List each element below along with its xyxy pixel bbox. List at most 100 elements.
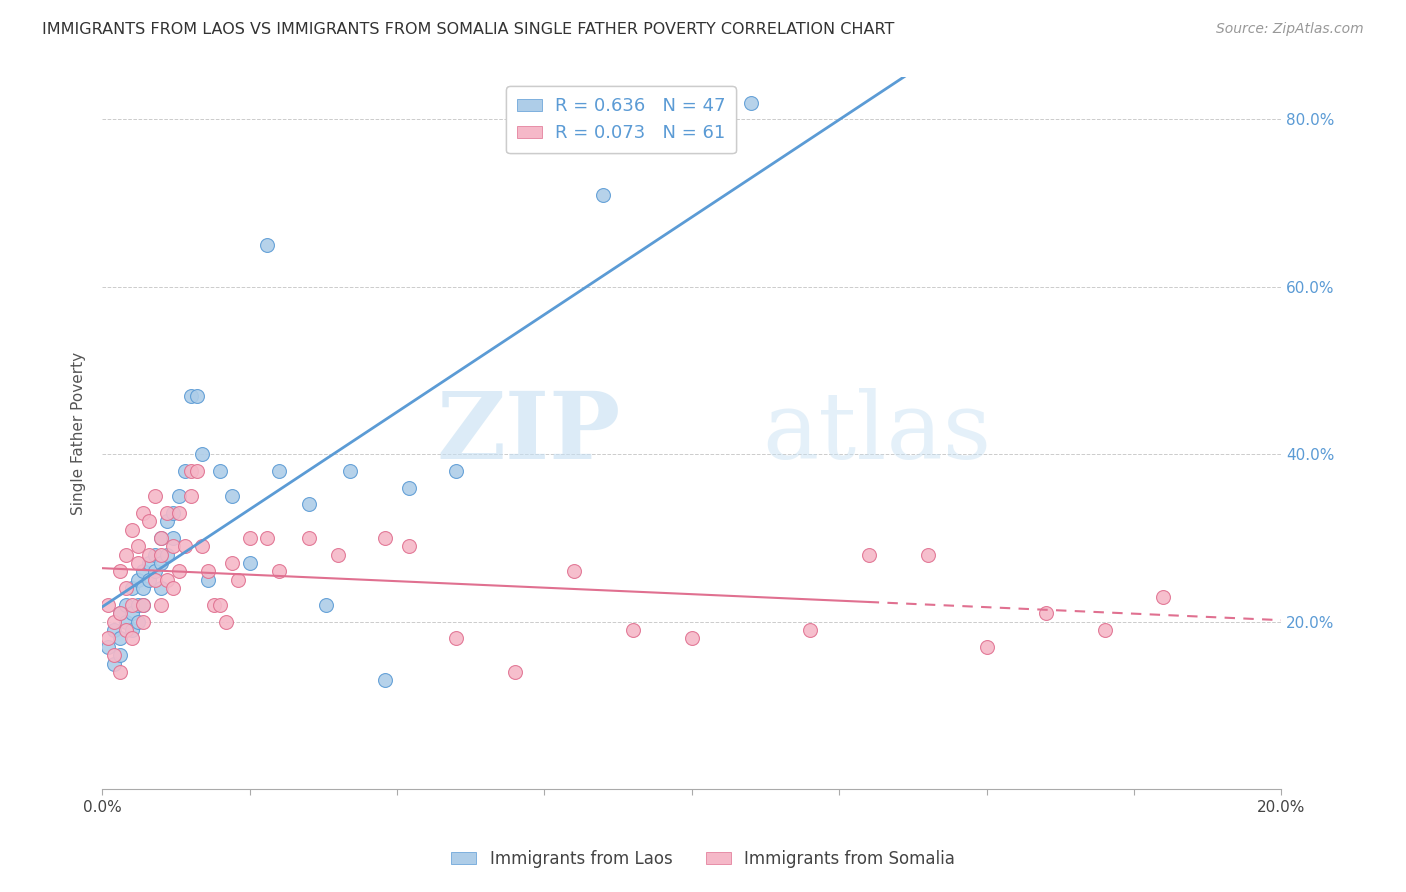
Point — [127, 598, 149, 612]
Point — [150, 531, 173, 545]
Point — [256, 238, 278, 252]
Point — [108, 665, 131, 679]
Point — [138, 548, 160, 562]
Point — [121, 623, 143, 637]
Point — [191, 539, 214, 553]
Point — [180, 489, 202, 503]
Point — [398, 539, 420, 553]
Point — [121, 523, 143, 537]
Point — [799, 623, 821, 637]
Point — [197, 565, 219, 579]
Y-axis label: Single Father Poverty: Single Father Poverty — [72, 351, 86, 515]
Point — [374, 531, 396, 545]
Point — [209, 598, 232, 612]
Point — [150, 556, 173, 570]
Point — [114, 615, 136, 629]
Point — [108, 648, 131, 663]
Point — [444, 632, 467, 646]
Point — [132, 598, 155, 612]
Text: atlas: atlas — [762, 388, 991, 478]
Point — [103, 648, 125, 663]
Point — [326, 548, 349, 562]
Point — [127, 556, 149, 570]
Point — [503, 665, 526, 679]
Point — [167, 506, 190, 520]
Point — [114, 581, 136, 595]
Point — [156, 573, 179, 587]
Point — [150, 548, 173, 562]
Point — [103, 657, 125, 671]
Point — [592, 187, 614, 202]
Point — [97, 632, 120, 646]
Point — [226, 573, 249, 587]
Point — [180, 464, 202, 478]
Point — [239, 531, 262, 545]
Point — [150, 598, 173, 612]
Point — [180, 389, 202, 403]
Point — [156, 548, 179, 562]
Point — [339, 464, 361, 478]
Point — [162, 531, 184, 545]
Point — [114, 623, 136, 637]
Point — [162, 539, 184, 553]
Point — [143, 573, 166, 587]
Point — [297, 498, 319, 512]
Point — [167, 489, 190, 503]
Point — [202, 598, 225, 612]
Point — [917, 548, 939, 562]
Point — [173, 539, 195, 553]
Point — [108, 632, 131, 646]
Point — [121, 581, 143, 595]
Point — [162, 581, 184, 595]
Point — [681, 632, 703, 646]
Point — [1035, 607, 1057, 621]
Point — [114, 598, 136, 612]
Point — [132, 581, 155, 595]
Point — [108, 607, 131, 621]
Point — [156, 514, 179, 528]
Point — [315, 598, 337, 612]
Point — [150, 531, 173, 545]
Point — [138, 556, 160, 570]
Point — [374, 673, 396, 688]
Point — [143, 548, 166, 562]
Point — [103, 615, 125, 629]
Point — [132, 506, 155, 520]
Point — [138, 573, 160, 587]
Text: Source: ZipAtlas.com: Source: ZipAtlas.com — [1216, 22, 1364, 37]
Point — [138, 514, 160, 528]
Point — [127, 539, 149, 553]
Point — [97, 598, 120, 612]
Point — [267, 464, 290, 478]
Point — [108, 565, 131, 579]
Point — [858, 548, 880, 562]
Legend: Immigrants from Laos, Immigrants from Somalia: Immigrants from Laos, Immigrants from So… — [444, 844, 962, 875]
Point — [1153, 590, 1175, 604]
Point — [621, 623, 644, 637]
Point — [215, 615, 238, 629]
Text: ZIP: ZIP — [437, 388, 621, 478]
Point — [209, 464, 232, 478]
Point — [173, 464, 195, 478]
Point — [127, 573, 149, 587]
Point — [1094, 623, 1116, 637]
Point — [167, 565, 190, 579]
Point — [239, 556, 262, 570]
Point — [186, 389, 208, 403]
Point — [97, 640, 120, 654]
Point — [267, 565, 290, 579]
Point — [162, 506, 184, 520]
Point — [740, 95, 762, 110]
Point — [132, 615, 155, 629]
Point — [132, 565, 155, 579]
Point — [103, 623, 125, 637]
Text: IMMIGRANTS FROM LAOS VS IMMIGRANTS FROM SOMALIA SINGLE FATHER POVERTY CORRELATIO: IMMIGRANTS FROM LAOS VS IMMIGRANTS FROM … — [42, 22, 894, 37]
Point — [186, 464, 208, 478]
Point — [114, 548, 136, 562]
Point — [143, 489, 166, 503]
Point — [398, 481, 420, 495]
Point — [976, 640, 998, 654]
Point — [191, 447, 214, 461]
Point — [156, 506, 179, 520]
Point — [444, 464, 467, 478]
